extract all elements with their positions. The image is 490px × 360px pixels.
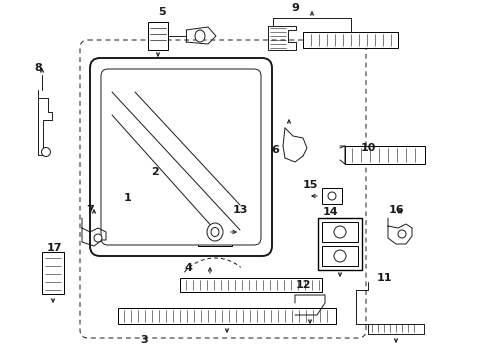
Text: 2: 2 [151,167,159,177]
Ellipse shape [398,230,406,238]
Text: 4: 4 [184,263,192,273]
Ellipse shape [94,234,102,242]
Text: 5: 5 [158,7,166,17]
Bar [318,218,362,270]
Ellipse shape [42,148,50,157]
Bar [180,278,322,292]
Text: 6: 6 [271,145,279,155]
Text: 15: 15 [302,180,318,190]
Bar [198,218,232,246]
Bar [118,308,336,324]
Bar [148,22,168,50]
Bar [42,252,64,294]
Ellipse shape [211,228,219,237]
Ellipse shape [328,192,336,200]
Text: 11: 11 [376,273,392,283]
Text: 13: 13 [232,205,247,215]
Text: 8: 8 [34,63,42,73]
Bar [322,246,358,266]
Text: 16: 16 [388,205,404,215]
Text: 3: 3 [140,335,148,345]
Ellipse shape [334,250,346,262]
Bar [303,32,398,48]
Text: 12: 12 [295,280,311,290]
Bar [345,146,425,164]
FancyBboxPatch shape [90,58,272,256]
Ellipse shape [334,226,346,238]
Text: 1: 1 [124,193,132,203]
Bar [322,188,342,204]
FancyBboxPatch shape [101,69,261,245]
Text: 7: 7 [86,205,94,215]
Text: 17: 17 [46,243,62,253]
Ellipse shape [207,223,223,241]
Text: 10: 10 [360,143,376,153]
Ellipse shape [195,30,205,42]
Text: 14: 14 [322,207,338,217]
Text: 9: 9 [291,3,299,13]
Bar [322,222,358,242]
